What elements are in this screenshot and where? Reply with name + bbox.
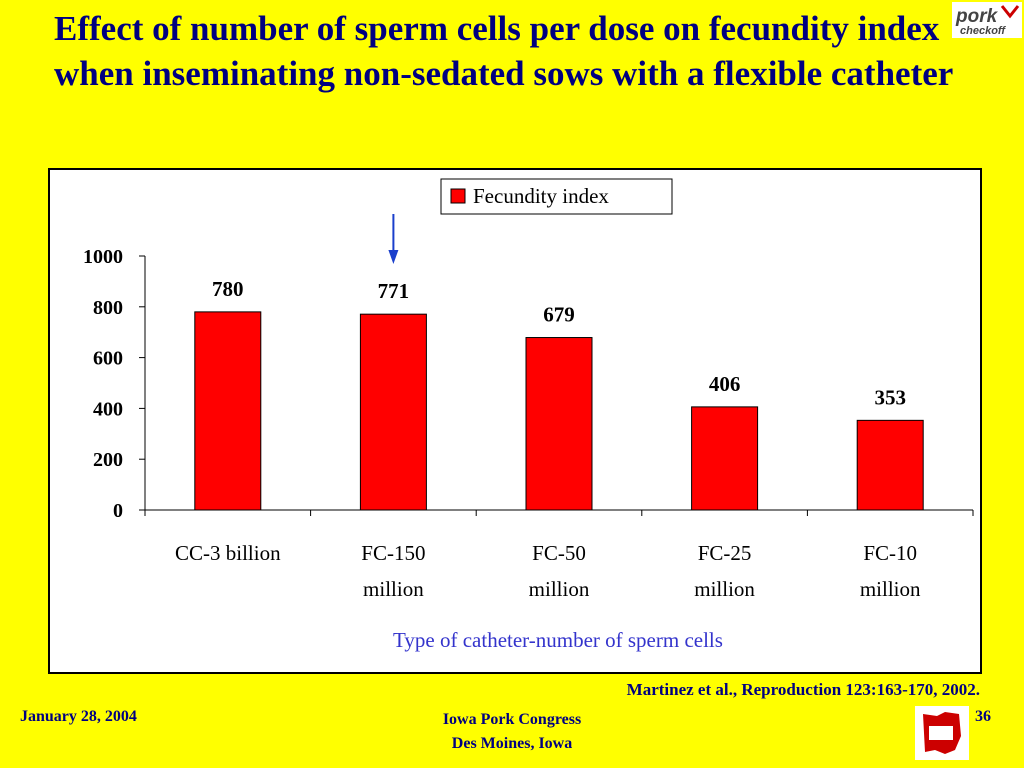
x-tick-label: CC-3 billion [175,541,281,565]
svg-text:checkoff: checkoff [960,25,1006,37]
data-label: 679 [543,303,575,327]
x-tick-label: FC-150 million [361,541,425,601]
y-tick-label: 800 [93,297,123,319]
x-tick-label: FC-25 million [694,541,755,601]
y-tick-label: 600 [93,348,123,370]
bar [359,313,427,511]
legend: Fecundity index [440,178,673,215]
x-tick-label-line: CC-3 billion [175,541,281,565]
pork-checkoff-logo: pork checkoff [952,2,1022,38]
y-tick-label: 200 [93,449,123,471]
y-axis: 0 200 400 600 800 1000 [83,246,146,522]
bar [525,337,593,511]
data-labels: 780 771 679 406 353 [212,277,906,409]
footer-event: Iowa Pork Congress Des Moines, Iowa [390,708,634,756]
footer-event-line2: Des Moines, Iowa [451,735,573,752]
x-tick-label-line: FC-25 [698,541,752,565]
annotation-arrow [388,214,399,264]
x-tick-label: FC-10 million [860,541,921,601]
chart-panel: 0 200 400 600 800 1000 CC-3 billion FC-150 mill… [48,168,982,674]
data-label: 406 [709,372,741,396]
x-tick-label-line: FC-10 [863,541,917,565]
x-tick-label-line: FC-150 [361,541,425,565]
bars [194,311,924,511]
legend-box [440,178,673,215]
y-tick-label: 1000 [83,246,123,268]
bar [691,406,759,511]
svg-text:pork: pork [955,6,999,27]
data-label: 780 [212,277,244,301]
legend-label: Fecundity index [473,184,609,208]
bar [856,419,924,511]
y-tick-label: 400 [93,398,123,420]
x-tick-label-line: million [860,577,921,601]
data-label: 353 [874,385,906,409]
y-tick-label: 0 [113,500,123,522]
x-axis-title: Type of catheter-number of sperm cells [393,628,723,652]
legend-swatch [450,188,466,204]
footer-event-line1: Iowa Pork Congress [442,711,582,728]
x-tick-label-line: million [363,577,424,601]
x-tick-label-line: million [694,577,755,601]
bar [194,311,262,511]
x-tick-label-line: million [529,577,590,601]
x-tick-label: FC-50 million [529,541,590,601]
ohio-state-logo [915,706,969,760]
arrow-head [388,250,399,264]
bar-chart: 0 200 400 600 800 1000 CC-3 billion FC-150 mill… [83,178,974,652]
slide-title: Effect of number of sperm cells per dose… [54,9,954,93]
page-number: 36 [975,708,991,725]
footer-date: January 28, 2004 [20,708,137,725]
data-label: 771 [378,279,410,303]
citation: Martinez et al., Reproduction 123:163-17… [626,680,980,699]
x-tick-label-line: FC-50 [532,541,586,565]
